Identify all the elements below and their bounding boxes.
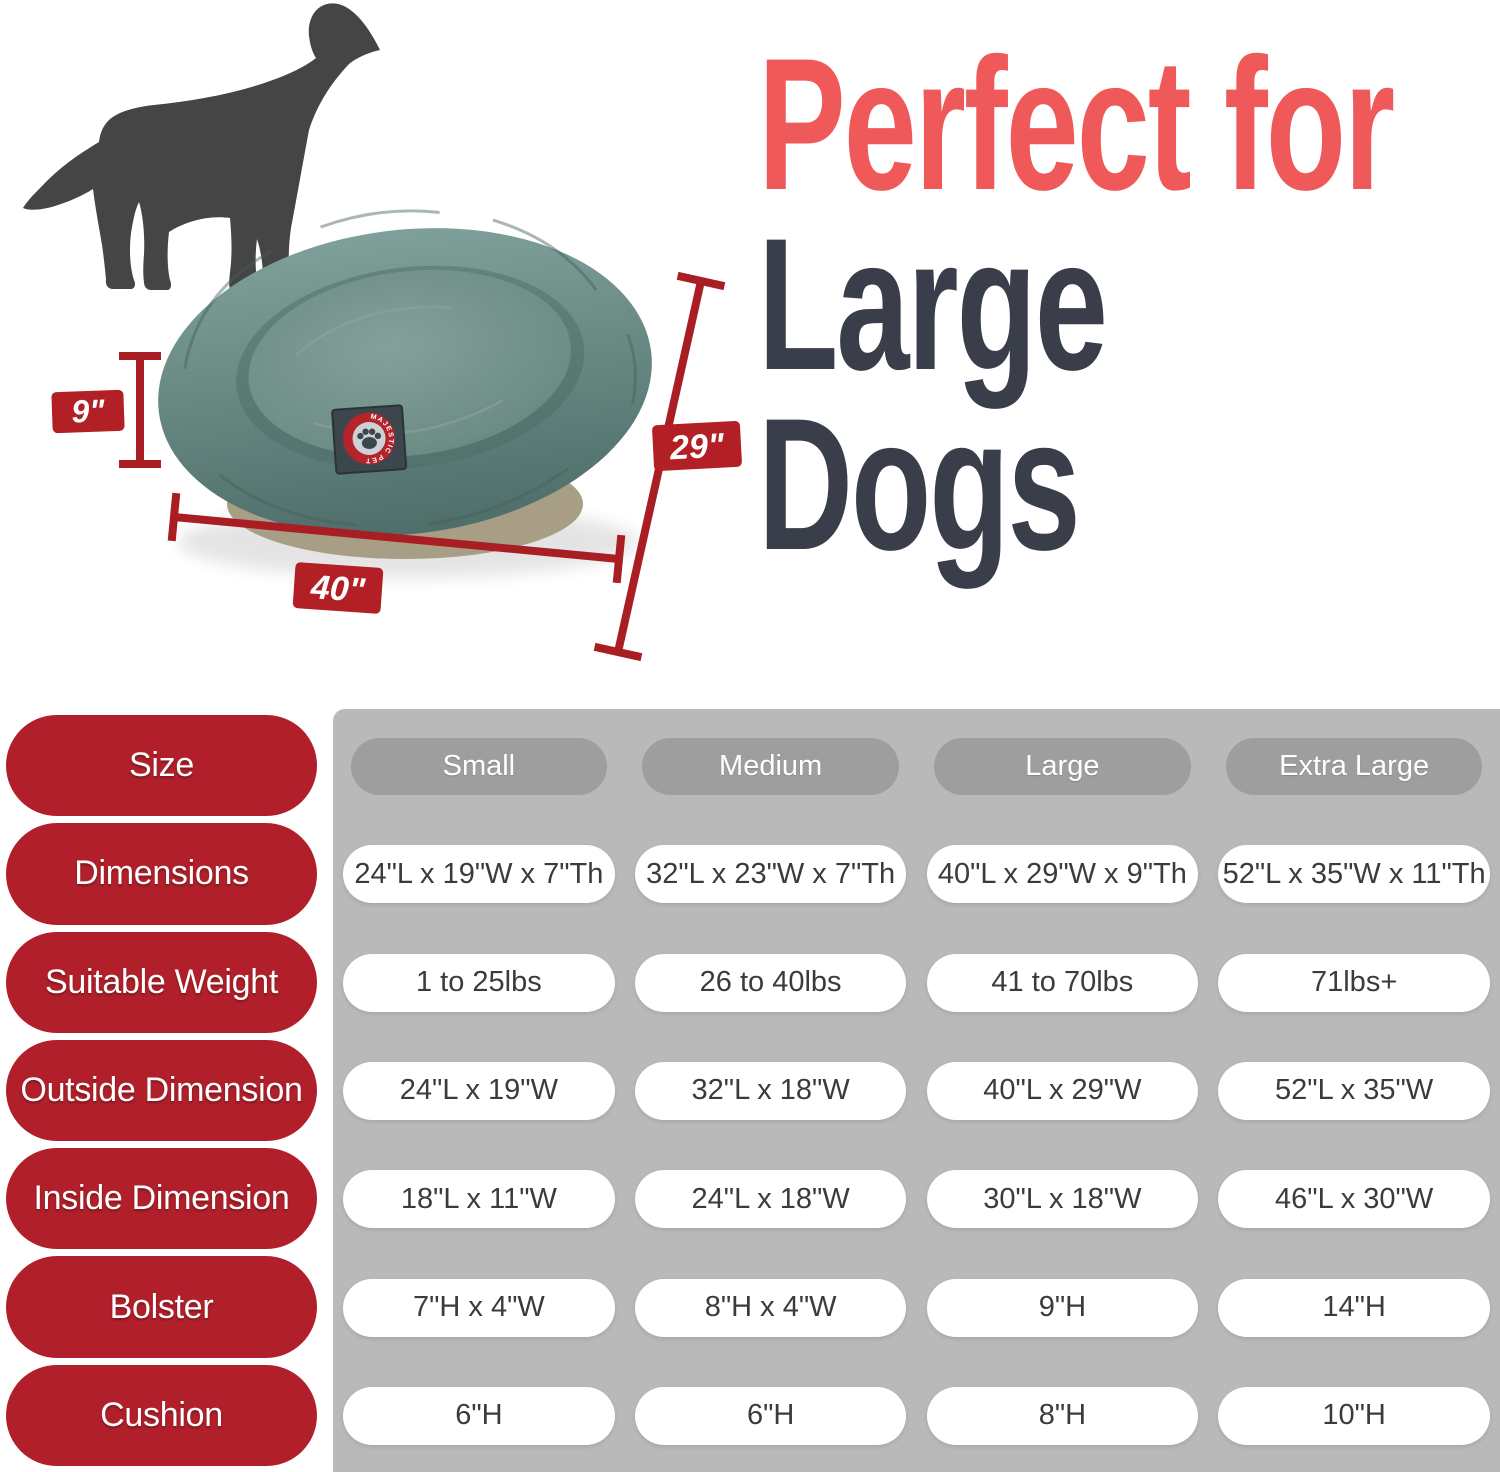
cell-weight-extra-large: 71lbs+ [1218, 953, 1490, 1012]
svg-text:9": 9" [71, 392, 106, 429]
size-chart-grid: Size Small Medium Large Extra Large Dime… [0, 712, 1500, 1470]
row-label-inside-dimension: Inside Dimension [6, 1148, 317, 1250]
row-label-outside-dimension: Outside Dimension [6, 1039, 317, 1142]
row-label-suitable-weight: Suitable Weight [6, 931, 317, 1033]
cell-bolster-large: 9"H [926, 1278, 1199, 1337]
row-label-dimensions: Dimensions [6, 823, 317, 925]
hero-section: MAJESTIC PET [0, 0, 1500, 712]
cell-weight-small: 1 to 25lbs [343, 953, 615, 1012]
headline-large: Large [758, 199, 1108, 409]
cell-bolster-small: 7"H x 4"W [343, 1278, 615, 1337]
cell-dimensions-medium: 32"L x 23"W x 7"Th [634, 845, 907, 904]
cell-cushion-medium: 6"H [634, 1386, 907, 1445]
column-header-extra-large: Extra Large [1225, 737, 1483, 795]
row-label-cushion: Cushion [6, 1364, 317, 1466]
cell-inside-small: 18"L x 11"W [343, 1170, 615, 1229]
cell-outside-medium: 32"L x 18"W [634, 1061, 907, 1120]
brand-patch: MAJESTIC PET [331, 404, 408, 475]
height-dimension-badge: 9" [51, 389, 125, 434]
cell-weight-large: 41 to 70lbs [926, 953, 1199, 1012]
dog-bed-photo: MAJESTIC PET [158, 209, 652, 578]
cell-dimensions-small: 24"L x 19"W x 7"Th [343, 845, 615, 904]
row-label-bolster: Bolster [6, 1256, 317, 1358]
column-header-medium: Medium [642, 737, 899, 795]
row-label-size: Size [6, 715, 317, 817]
cell-cushion-small: 6"H [343, 1386, 615, 1445]
cell-bolster-extra-large: 14"H [1218, 1278, 1490, 1337]
cell-outside-extra-large: 52"L x 35"W [1218, 1061, 1490, 1120]
cell-dimensions-large: 40"L x 29"W x 9"Th [926, 845, 1199, 904]
cell-cushion-extra-large: 10"H [1218, 1386, 1490, 1445]
cell-inside-extra-large: 46"L x 30"W [1218, 1170, 1490, 1229]
cell-outside-large: 40"L x 29"W [926, 1061, 1199, 1120]
headline-dogs: Dogs [758, 379, 1081, 589]
cell-weight-medium: 26 to 40lbs [634, 953, 907, 1012]
bed-body [158, 209, 652, 536]
column-header-small: Small [350, 737, 608, 795]
cell-inside-large: 30"L x 18"W [926, 1170, 1199, 1229]
column-header-large: Large [934, 737, 1191, 795]
cell-cushion-large: 8"H [926, 1386, 1199, 1445]
headline-perfect-for: Perfect for [758, 19, 1395, 229]
size-chart: Size Small Medium Large Extra Large Dime… [0, 709, 1500, 1472]
dog-silhouette-icon [23, 3, 380, 296]
headline: Perfect for Large Dogs [758, 19, 1500, 589]
cell-outside-small: 24"L x 19"W [343, 1061, 615, 1120]
cell-bolster-medium: 8"H x 4"W [634, 1278, 907, 1337]
cell-dimensions-extra-large: 52"L x 35"W x 11"Th [1218, 845, 1490, 904]
paw-icon [357, 428, 382, 449]
cell-inside-medium: 24"L x 18"W [634, 1170, 907, 1229]
